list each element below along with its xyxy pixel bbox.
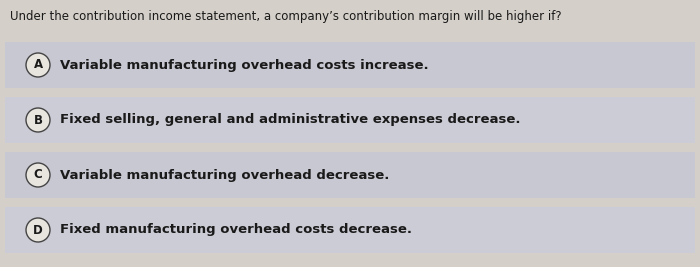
Text: Variable manufacturing overhead decrease.: Variable manufacturing overhead decrease…: [60, 168, 389, 182]
Circle shape: [26, 218, 50, 242]
Bar: [5, 42, 695, 88]
Bar: [5, 207, 695, 253]
Bar: [5, 97, 695, 143]
Text: Variable manufacturing overhead costs increase.: Variable manufacturing overhead costs in…: [60, 58, 428, 72]
Text: D: D: [33, 223, 43, 237]
Text: Fixed manufacturing overhead costs decrease.: Fixed manufacturing overhead costs decre…: [60, 223, 412, 237]
Bar: [5, 152, 695, 198]
Text: Fixed selling, general and administrative expenses decrease.: Fixed selling, general and administrativ…: [60, 113, 521, 127]
Circle shape: [26, 108, 50, 132]
Text: B: B: [34, 113, 43, 127]
Circle shape: [26, 53, 50, 77]
Text: C: C: [34, 168, 43, 182]
Text: Under the contribution income statement, a company’s contribution margin will be: Under the contribution income statement,…: [10, 10, 561, 23]
Text: A: A: [34, 58, 43, 72]
Circle shape: [26, 163, 50, 187]
